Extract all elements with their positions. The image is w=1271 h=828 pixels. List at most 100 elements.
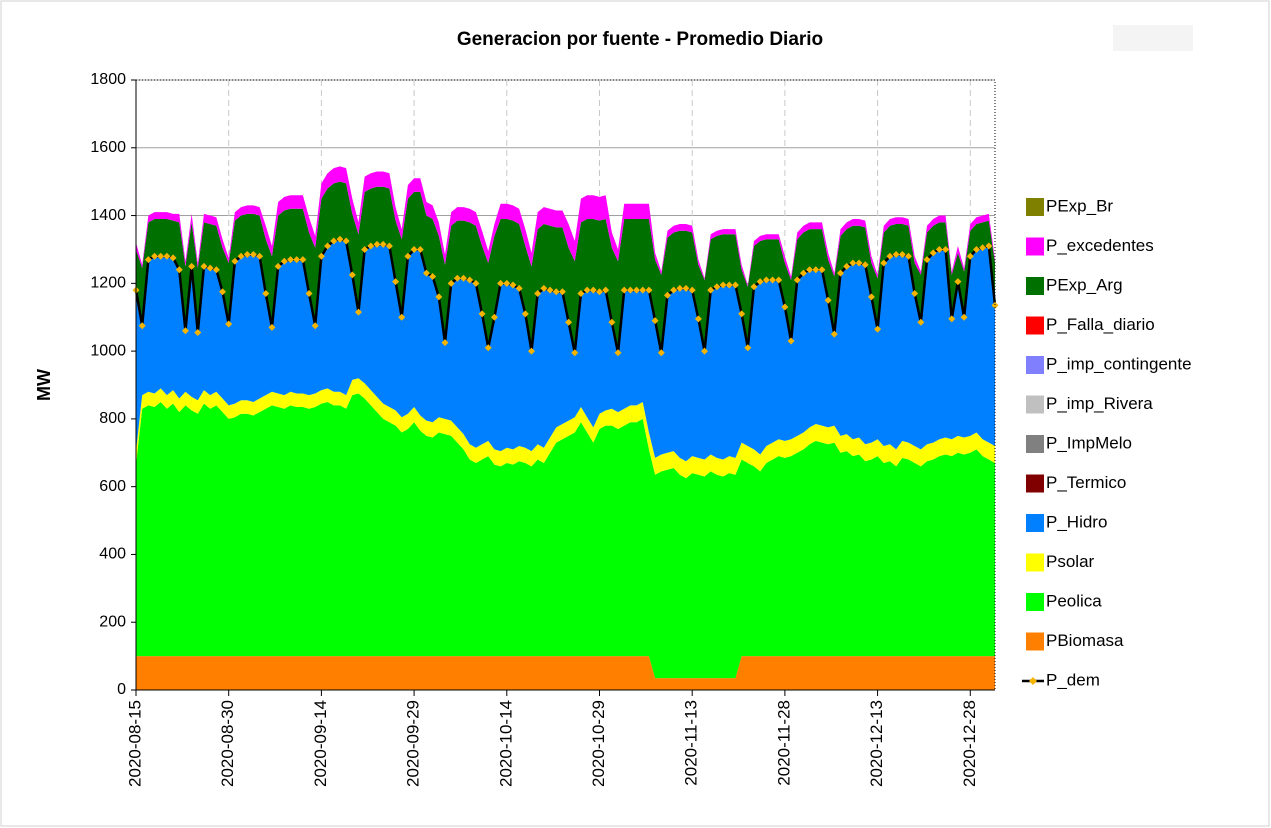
marker: [917, 318, 925, 326]
legend-label: P_ImpMelo: [1046, 433, 1132, 452]
marker: [348, 271, 356, 279]
marker: [799, 269, 807, 277]
marker: [781, 303, 789, 311]
x-tick-label: 2020-08-15: [125, 700, 144, 787]
x-tick-label: 2020-12-13: [867, 700, 886, 787]
marker: [880, 259, 888, 267]
marker: [855, 259, 863, 267]
marker: [509, 281, 517, 289]
marker: [725, 281, 733, 289]
y-axis-title: MW: [34, 369, 54, 401]
marker: [447, 279, 455, 287]
marker: [639, 286, 647, 294]
marker: [472, 279, 480, 287]
marker: [608, 318, 616, 326]
marker: [219, 288, 227, 296]
marker: [923, 256, 931, 264]
marker: [540, 284, 548, 292]
marker: [546, 286, 554, 294]
legend-label: PExp_Arg: [1046, 275, 1123, 294]
legend-label: P_excedentes: [1046, 236, 1154, 255]
marker: [620, 286, 628, 294]
marker: [503, 279, 511, 287]
marker: [466, 276, 474, 284]
legend-label: Psolar: [1046, 552, 1095, 571]
marker: [793, 276, 801, 284]
marker: [237, 252, 245, 260]
marker: [200, 262, 208, 270]
marker: [342, 237, 350, 245]
legend-label: PBiomasa: [1046, 631, 1124, 650]
x-tick-label: 2020-09-14: [311, 700, 330, 787]
marker: [694, 315, 702, 323]
marker: [181, 327, 189, 335]
x-tick-label: 2020-12-28: [960, 700, 979, 787]
marker: [824, 296, 832, 304]
marker: [676, 284, 684, 292]
x-tick-label: 2020-11-13: [682, 700, 701, 786]
marker: [577, 290, 585, 297]
marker: [552, 288, 560, 296]
legend-swatch: [1026, 435, 1044, 453]
marker: [521, 310, 529, 318]
marker: [948, 315, 956, 323]
marker: [583, 286, 591, 294]
legend-label: P_imp_Rivera: [1046, 394, 1153, 413]
marker: [441, 339, 449, 347]
marker: [367, 242, 375, 250]
marker: [151, 252, 159, 260]
marker: [416, 245, 424, 253]
marker: [305, 290, 313, 297]
marker: [293, 256, 301, 264]
marker: [979, 244, 987, 252]
marker: [373, 240, 381, 248]
marker: [157, 252, 165, 260]
marker: [682, 284, 690, 292]
y-tick-label: 1800: [90, 71, 126, 88]
legend-swatch: [1026, 316, 1044, 335]
marker: [404, 252, 412, 260]
marker: [806, 266, 814, 274]
marker: [707, 286, 715, 294]
marker: [843, 262, 851, 270]
marker: [904, 252, 912, 260]
marker: [435, 293, 443, 301]
marker: [429, 273, 437, 281]
marker: [515, 284, 523, 292]
marker: [478, 310, 486, 318]
y-tick-label: 400: [99, 546, 126, 563]
area: [136, 166, 995, 287]
y-tick-label: 1000: [90, 342, 126, 359]
marker: [324, 242, 332, 250]
marker: [657, 349, 665, 357]
image-placeholder: [1113, 25, 1193, 51]
marker: [528, 347, 536, 355]
marker: [898, 251, 906, 259]
marker: [830, 330, 838, 338]
marker: [750, 283, 758, 291]
marker: [867, 293, 875, 301]
area: [136, 656, 995, 690]
marker: [966, 252, 974, 260]
marker: [837, 269, 845, 277]
marker: [960, 313, 968, 321]
marker: [626, 286, 634, 294]
legend-swatch: [1026, 198, 1044, 216]
legend-label: P_Falla_diario: [1046, 315, 1155, 334]
marker: [942, 245, 950, 253]
marker: [614, 349, 622, 357]
legend-swatch: [1026, 474, 1044, 493]
marker: [744, 344, 752, 352]
marker: [565, 318, 573, 326]
y-tick-label: 0: [117, 681, 126, 698]
marker: [330, 237, 338, 245]
marker: [812, 266, 820, 274]
marker: [138, 322, 146, 330]
marker: [738, 310, 746, 318]
x-tick-label: 2020-10-29: [589, 700, 608, 787]
marker: [874, 325, 882, 333]
marker: [756, 278, 764, 286]
legend-swatch: [1026, 356, 1044, 374]
marker: [985, 242, 993, 250]
